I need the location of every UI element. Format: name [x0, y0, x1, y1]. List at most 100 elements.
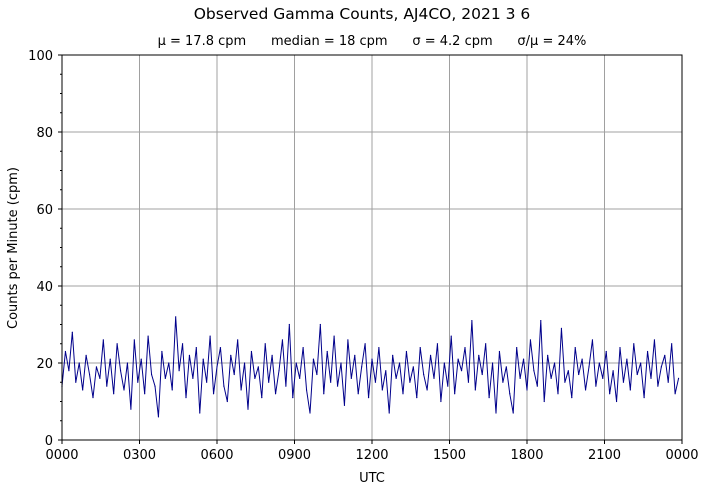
counts-series-line: [61, 316, 680, 417]
data-point: [71, 331, 73, 333]
chart-subtitle: μ = 17.8 cpm median = 18 cpm σ = 4.2 cpm…: [158, 34, 587, 49]
data-point: [560, 327, 563, 329]
data-point: [119, 370, 122, 372]
data-point: [664, 354, 666, 356]
data-point: [450, 335, 452, 337]
data-point: [405, 350, 408, 353]
data-point: [629, 389, 631, 391]
data-point: [423, 373, 425, 376]
data-point: [144, 393, 146, 395]
x-axis-label: UTC: [359, 471, 385, 486]
data-point: [212, 393, 215, 395]
data-point: [491, 362, 494, 364]
data-point: [385, 370, 387, 372]
data-point: [367, 397, 370, 399]
data-point: [130, 408, 132, 410]
data-point: [478, 354, 480, 356]
data-point: [268, 381, 270, 383]
data-point: [519, 377, 521, 379]
x-tick-label: 0600: [200, 448, 233, 463]
data-point: [671, 343, 673, 345]
data-point: [305, 389, 308, 391]
data-point: [529, 339, 532, 341]
data-point: [68, 370, 70, 372]
data-point: [230, 354, 232, 356]
data-point: [567, 370, 569, 372]
data-point: [95, 366, 98, 368]
data-point: [416, 397, 418, 399]
data-point: [264, 343, 266, 345]
y-tick-label: 0: [45, 434, 53, 449]
y-tick-label: 20: [36, 357, 53, 372]
data-point: [374, 381, 377, 383]
data-point: [536, 385, 538, 387]
x-tick-label: 0300: [123, 448, 156, 463]
data-point: [609, 393, 611, 395]
data-point: [485, 343, 487, 345]
data-point: [550, 377, 552, 379]
data-point: [433, 377, 435, 379]
data-point: [454, 393, 456, 395]
data-point: [619, 347, 621, 349]
data-point: [357, 393, 359, 395]
data-point: [371, 358, 373, 360]
data-point: [240, 389, 242, 391]
data-point: [185, 397, 187, 399]
data-point: [161, 350, 163, 353]
data-point: [109, 358, 111, 360]
data-point: [233, 373, 235, 376]
data-point: [571, 397, 573, 399]
data-point: [488, 397, 490, 399]
data-point: [299, 377, 301, 379]
data-point: [78, 362, 80, 364]
data-point: [192, 377, 194, 379]
data-point: [498, 350, 501, 353]
data-point: [219, 347, 222, 349]
data-point: [123, 389, 125, 391]
data-point: [323, 393, 325, 395]
data-point: [419, 347, 421, 349]
data-point: [164, 377, 166, 379]
data-point: [340, 362, 342, 364]
data-point: [481, 373, 483, 376]
data-point: [464, 347, 466, 349]
data-point: [602, 377, 604, 379]
data-point: [64, 350, 67, 353]
data-point: [336, 385, 339, 387]
x-tick-label: 0900: [278, 448, 311, 463]
data-point: [526, 389, 528, 391]
data-point: [581, 358, 583, 360]
data-point: [181, 343, 184, 345]
data-point: [505, 366, 507, 368]
data-point: [343, 404, 346, 406]
data-point: [168, 362, 170, 364]
data-point: [547, 354, 549, 356]
data-point: [278, 370, 280, 372]
data-point: [126, 362, 129, 364]
data-point: [578, 373, 580, 376]
data-point: [605, 350, 607, 353]
data-point: [595, 385, 597, 387]
data-point: [460, 370, 463, 372]
data-point: [178, 370, 180, 372]
data-point: [106, 385, 108, 387]
data-point: [137, 381, 139, 383]
data-point: [285, 385, 287, 387]
data-point: [364, 343, 366, 345]
y-tick-label: 40: [36, 280, 53, 295]
data-point: [175, 316, 177, 318]
data-point: [216, 366, 218, 368]
data-point: [553, 362, 556, 364]
data-point: [402, 393, 404, 395]
data-point: [223, 385, 225, 387]
data-point: [154, 385, 156, 387]
data-point: [457, 358, 459, 360]
data-point: [292, 397, 294, 399]
data-point: [471, 320, 473, 322]
data-point: [395, 377, 397, 379]
data-point: [657, 385, 659, 387]
data-point: [412, 366, 414, 368]
data-point: [564, 381, 566, 383]
data-point: [584, 389, 587, 391]
data-point: [495, 412, 497, 414]
